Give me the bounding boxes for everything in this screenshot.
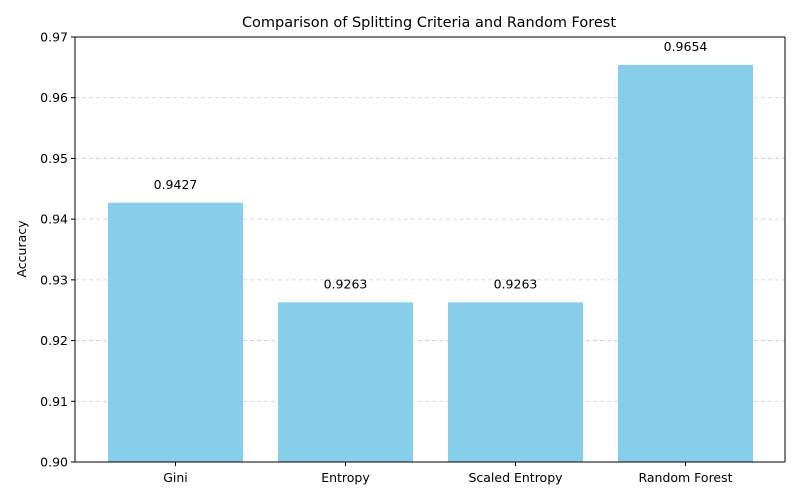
axes — [74, 36, 786, 463]
chart-title: Comparison of Splitting Criteria and Ran… — [242, 15, 616, 31]
y-ticks: 0.90 0.91 0.92 0.93 0.94 0.95 0.96 0.97 — [40, 30, 75, 470]
x-tick-label: Random Forest — [638, 470, 732, 485]
bar-gini — [108, 202, 243, 462]
y-tick-label: 0.96 — [40, 90, 68, 105]
y-axis-label: Accuracy — [14, 220, 29, 278]
bar-scaled-entropy — [448, 302, 583, 462]
x-tick-label: Scaled Entropy — [468, 470, 563, 485]
y-tick-label: 0.91 — [40, 394, 68, 409]
y-tick-label: 0.90 — [40, 455, 68, 470]
y-tick-label: 0.92 — [40, 333, 68, 348]
value-labels: 0.9427 0.9263 0.9263 0.9654 — [154, 39, 708, 291]
x-tick-label: Gini — [163, 470, 188, 485]
y-tick-label: 0.94 — [40, 212, 68, 227]
value-label: 0.9427 — [154, 177, 198, 192]
value-label: 0.9654 — [664, 39, 708, 54]
y-tick-label: 0.97 — [40, 30, 68, 45]
x-tick-label: Entropy — [321, 470, 370, 485]
x-ticks: Gini Entropy Scaled Entropy Random Forest — [163, 462, 733, 485]
bars — [108, 64, 753, 462]
bar-random-forest — [618, 64, 753, 462]
y-tick-label: 0.93 — [40, 272, 68, 287]
y-tick-label: 0.95 — [40, 151, 68, 166]
value-label: 0.9263 — [324, 276, 368, 291]
bar-entropy — [278, 302, 413, 462]
value-label: 0.9263 — [494, 276, 538, 291]
